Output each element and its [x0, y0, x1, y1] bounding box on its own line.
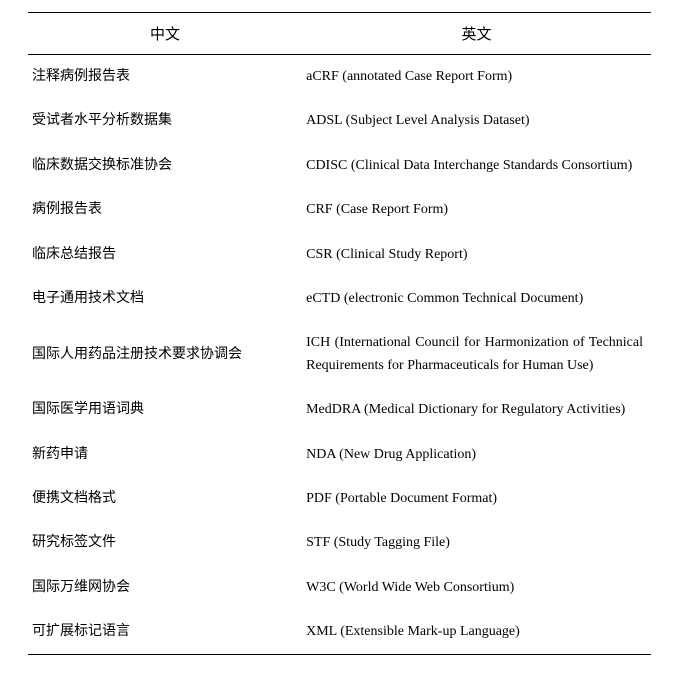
cell-chinese: 便携文档格式 [28, 477, 302, 521]
table-row: 临床数据交换标准协会CDISC (Clinical Data Interchan… [28, 144, 651, 188]
cell-english: STF (Study Tagging File) [302, 521, 651, 565]
cell-english: PDF (Portable Document Format) [302, 477, 651, 521]
cell-chinese: 可扩展标记语言 [28, 610, 302, 655]
cell-english: XML (Extensible Mark-up Language) [302, 610, 651, 655]
table-row: 注释病例报告表aCRF (annotated Case Report Form) [28, 55, 651, 100]
cell-chinese: 临床总结报告 [28, 233, 302, 277]
cell-english: W3C (World Wide Web Consortium) [302, 566, 651, 610]
cell-chinese: 新药申请 [28, 433, 302, 477]
cell-english: CRF (Case Report Form) [302, 188, 651, 232]
terminology-table: 中文 英文 注释病例报告表aCRF (annotated Case Report… [28, 12, 651, 655]
table-row: 国际人用药品注册技术要求协调会ICH (International Counci… [28, 321, 651, 388]
cell-chinese: 国际人用药品注册技术要求协调会 [28, 321, 302, 388]
cell-english: eCTD (electronic Common Technical Docume… [302, 277, 651, 321]
cell-chinese: 国际医学用语词典 [28, 388, 302, 432]
table-row: 病例报告表CRF (Case Report Form) [28, 188, 651, 232]
cell-english: ADSL (Subject Level Analysis Dataset) [302, 99, 651, 143]
table-row: 新药申请NDA (New Drug Application) [28, 433, 651, 477]
table-row: 受试者水平分析数据集ADSL (Subject Level Analysis D… [28, 99, 651, 143]
cell-english: MedDRA (Medical Dictionary for Regulator… [302, 388, 651, 432]
table-body: 注释病例报告表aCRF (annotated Case Report Form)… [28, 55, 651, 655]
cell-english: aCRF (annotated Case Report Form) [302, 55, 651, 100]
table-row: 国际万维网协会W3C (World Wide Web Consortium) [28, 566, 651, 610]
cell-chinese: 临床数据交换标准协会 [28, 144, 302, 188]
header-chinese: 中文 [28, 13, 302, 55]
table-row: 临床总结报告CSR (Clinical Study Report) [28, 233, 651, 277]
table-row: 研究标签文件STF (Study Tagging File) [28, 521, 651, 565]
cell-chinese: 国际万维网协会 [28, 566, 302, 610]
cell-chinese: 电子通用技术文档 [28, 277, 302, 321]
cell-chinese: 注释病例报告表 [28, 55, 302, 100]
table-row: 国际医学用语词典MedDRA (Medical Dictionary for R… [28, 388, 651, 432]
cell-english: NDA (New Drug Application) [302, 433, 651, 477]
cell-chinese: 病例报告表 [28, 188, 302, 232]
cell-english: ICH (International Council for Harmoniza… [302, 321, 651, 388]
header-english: 英文 [302, 13, 651, 55]
cell-english: CDISC (Clinical Data Interchange Standar… [302, 144, 651, 188]
cell-english: CSR (Clinical Study Report) [302, 233, 651, 277]
table-row: 便携文档格式PDF (Portable Document Format) [28, 477, 651, 521]
table-row: 可扩展标记语言XML (Extensible Mark-up Language) [28, 610, 651, 655]
cell-chinese: 受试者水平分析数据集 [28, 99, 302, 143]
table-header-row: 中文 英文 [28, 13, 651, 55]
cell-chinese: 研究标签文件 [28, 521, 302, 565]
table-row: 电子通用技术文档eCTD (electronic Common Technica… [28, 277, 651, 321]
